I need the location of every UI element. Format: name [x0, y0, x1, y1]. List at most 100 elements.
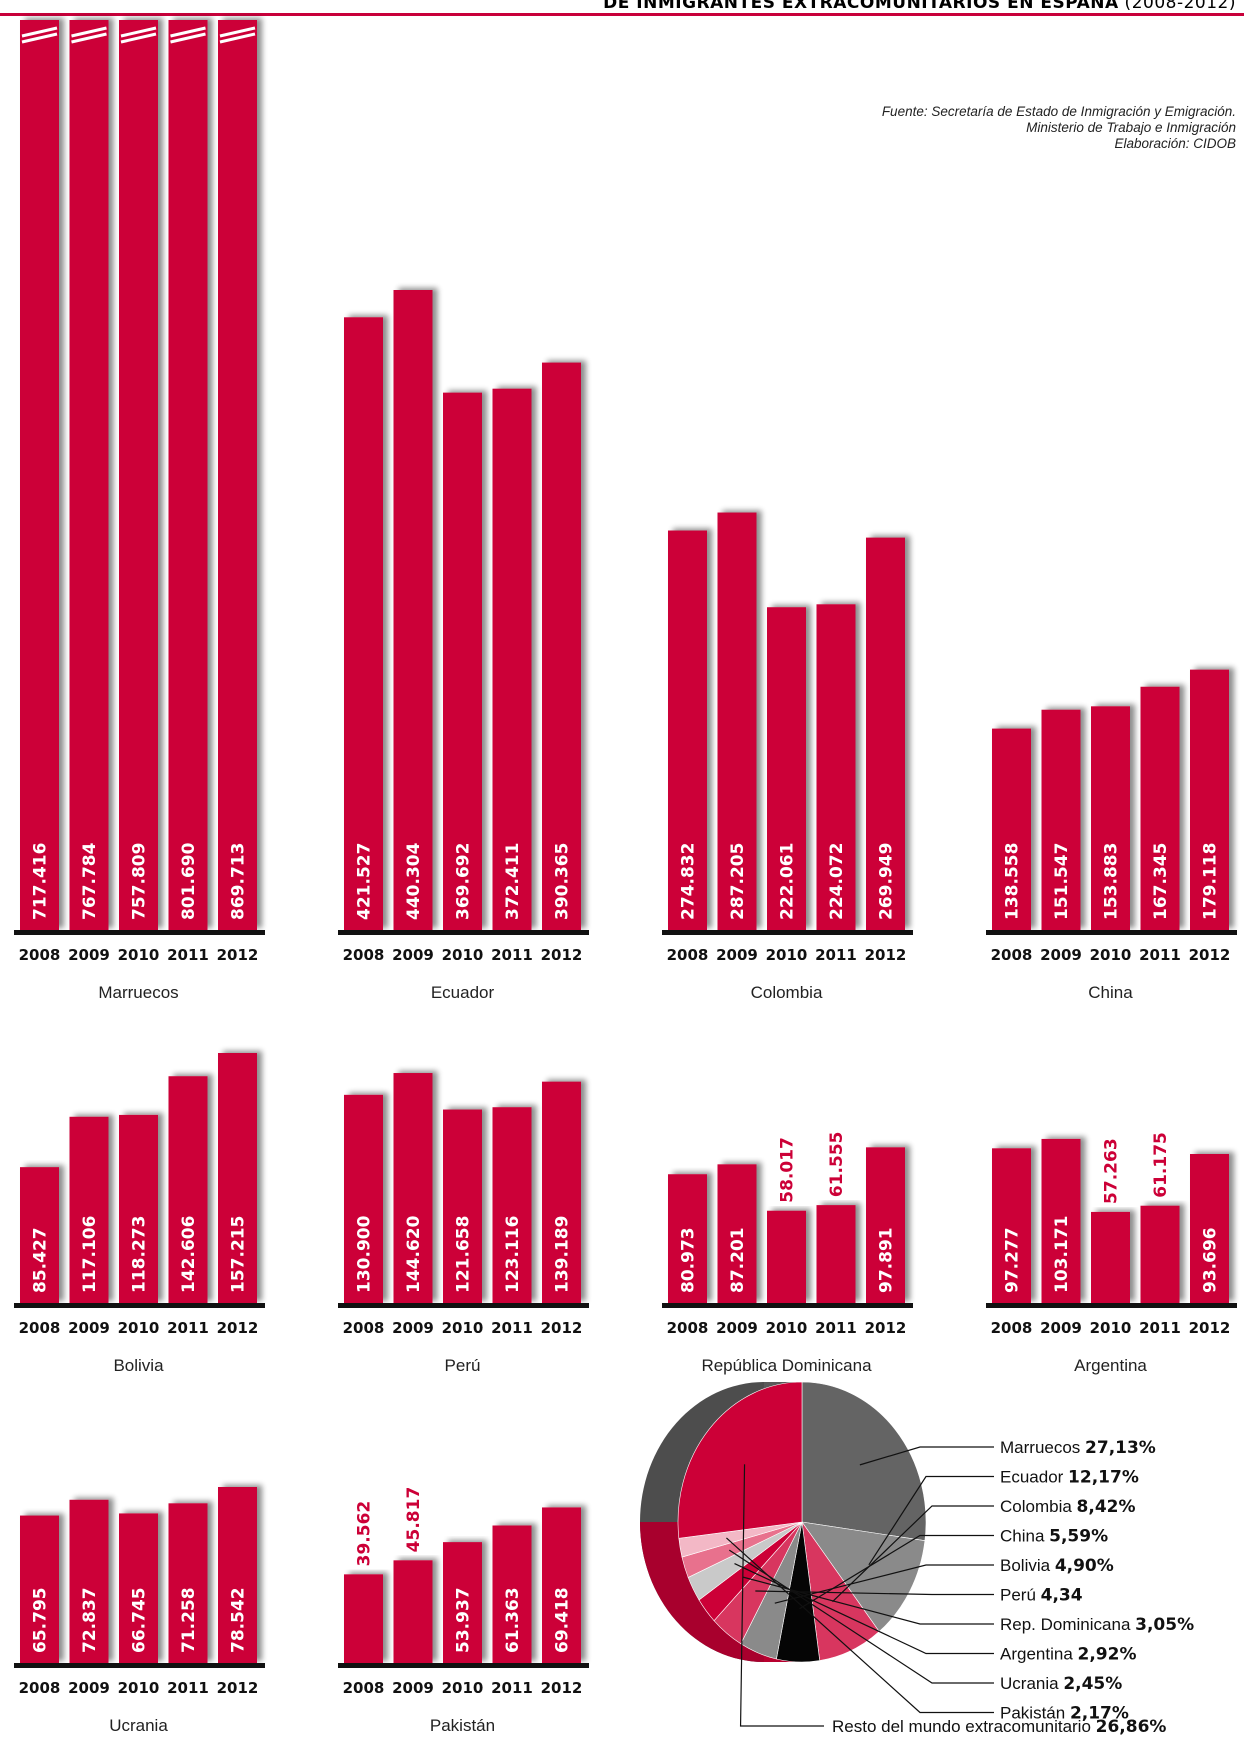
bar [69, 1116, 109, 1303]
bar-value-label: 39.562 [355, 1501, 375, 1567]
bar-value-label: 142.606 [179, 1216, 199, 1293]
year-label: 2011 [167, 946, 209, 964]
bar [443, 392, 482, 930]
pie-legend-name: China [1000, 1527, 1049, 1546]
bar-value-label: 97.891 [877, 1227, 897, 1293]
pie-legend-percent: 5,59% [1049, 1527, 1108, 1547]
year-label: 2010 [118, 1679, 160, 1697]
bar-value-label: 123.116 [503, 1216, 523, 1293]
bar-value-label: 103.171 [1052, 1216, 1072, 1293]
bar-value-label: 45.817 [404, 1487, 424, 1553]
bar [344, 317, 383, 930]
pie-legend-percent: 3,05% [1135, 1615, 1194, 1635]
bar [767, 1210, 806, 1303]
bar-break-mark [120, 26, 157, 38]
pie-legend-entry: Resto del mundo extracomunitario 26,86% [832, 1717, 1166, 1737]
bar-value-label: 167.345 [1151, 843, 1171, 920]
bar [119, 1114, 158, 1303]
bar-value-label: 85.427 [31, 1227, 51, 1293]
country-label: Ucrania [109, 1716, 168, 1735]
pie-leader-line [726, 1537, 994, 1714]
bar [69, 1499, 109, 1663]
source-line-3: Elaboración: CIDOB [1114, 136, 1236, 151]
pie-leader-line [739, 1464, 824, 1727]
pie-leader-line [742, 1576, 994, 1625]
pie-legend-percent: 4,90% [1055, 1556, 1114, 1576]
pie-legend-entry: China 5,59% [1000, 1527, 1108, 1547]
year-label: 2010 [442, 1679, 484, 1697]
bar-value-label: 69.418 [553, 1587, 573, 1653]
bar [816, 604, 856, 930]
bar-value-label: 157.215 [229, 1216, 249, 1293]
year-label: 2010 [1090, 946, 1132, 964]
bar-chart-0: 717.416 2008 767.784 2009 757.809 2010 801.690… [14, 20, 265, 1002]
bar-break-mark [219, 26, 256, 38]
year-label: 2011 [815, 1319, 857, 1337]
pie-legend-percent: 2,92% [1078, 1645, 1137, 1665]
bar [1140, 686, 1180, 930]
bar [492, 1107, 532, 1303]
bar-value-label: 53.937 [454, 1587, 474, 1653]
bar [717, 1164, 757, 1303]
bar [1190, 669, 1229, 930]
bar [866, 537, 905, 930]
year-label: 2011 [491, 1319, 533, 1337]
bar-value-label: 80.973 [679, 1227, 699, 1293]
year-label: 2009 [1040, 1319, 1082, 1337]
bar [344, 1094, 383, 1303]
baseline [14, 930, 265, 935]
bar-value-label: 179.118 [1201, 843, 1221, 920]
pie-legend-entry: Marruecos 27,13% [1000, 1438, 1156, 1458]
year-label: 2011 [1139, 946, 1181, 964]
bar-value-label: 801.690 [179, 842, 199, 920]
pie-legend-entry: Colombia 8,42% [1000, 1497, 1136, 1517]
pie-legend-entry: Perú 4,34 [1000, 1586, 1083, 1606]
bar-break-mark [71, 26, 107, 38]
bar-value-label: 269.949 [877, 843, 897, 920]
pie-legend-percent: 4,34 [1041, 1586, 1083, 1606]
bar [218, 1053, 257, 1303]
bar-value-label: 369.692 [454, 843, 474, 920]
country-label: Pakistán [430, 1716, 495, 1735]
pie-legend-entry: Ecuador 12,17% [1000, 1468, 1139, 1488]
source-note: Fuente: Secretaría de Estado de Inmigrac… [882, 104, 1236, 152]
year-label: 2012 [217, 946, 259, 964]
year-label: 2008 [343, 946, 385, 964]
year-label: 2009 [68, 946, 110, 964]
bar [20, 20, 59, 930]
bar-value-label: 57.263 [1102, 1138, 1122, 1204]
bar [492, 388, 532, 930]
pie-legend-entry: Rep. Dominicana 3,05% [1000, 1615, 1194, 1635]
country-label: Perú [445, 1356, 481, 1375]
baseline [338, 1303, 589, 1308]
bar [668, 530, 707, 930]
bar [168, 1503, 208, 1663]
bar [492, 1525, 532, 1663]
bar [168, 20, 208, 930]
year-label: 2010 [442, 946, 484, 964]
year-label: 2011 [167, 1679, 209, 1697]
baseline [986, 1303, 1237, 1308]
pie-leader-line [832, 1505, 994, 1603]
bar-value-label: 767.784 [80, 842, 100, 920]
pie-slice [801, 1521, 926, 1632]
baseline [14, 1663, 265, 1668]
page-title: DE INMIGRANTES EXTRACOMUNITARIOS EN ESPA… [603, 0, 1236, 13]
bar-value-label: 139.189 [553, 1216, 573, 1293]
bar [393, 290, 433, 930]
bar-value-label: 118.273 [130, 1216, 150, 1293]
year-label: 2011 [1139, 1319, 1181, 1337]
page-title-bold: DE INMIGRANTES EXTRACOMUNITARIOS EN ESPA… [603, 0, 1119, 13]
year-label: 2010 [118, 946, 160, 964]
year-label: 2008 [19, 946, 61, 964]
bar [119, 20, 158, 930]
bar [1091, 1211, 1130, 1303]
country-label: Marruecos [98, 983, 178, 1002]
bar-value-label: 65.795 [31, 1587, 51, 1653]
bar [767, 607, 806, 930]
bar-chart-4: 85.427 2008 117.106 2009 118.273 2010 142.606 2… [14, 1053, 265, 1375]
bar [816, 1205, 856, 1303]
pie-legend-percent: 26,86% [1096, 1717, 1167, 1737]
pie-leader-line [728, 1549, 994, 1684]
year-label: 2011 [167, 1319, 209, 1337]
